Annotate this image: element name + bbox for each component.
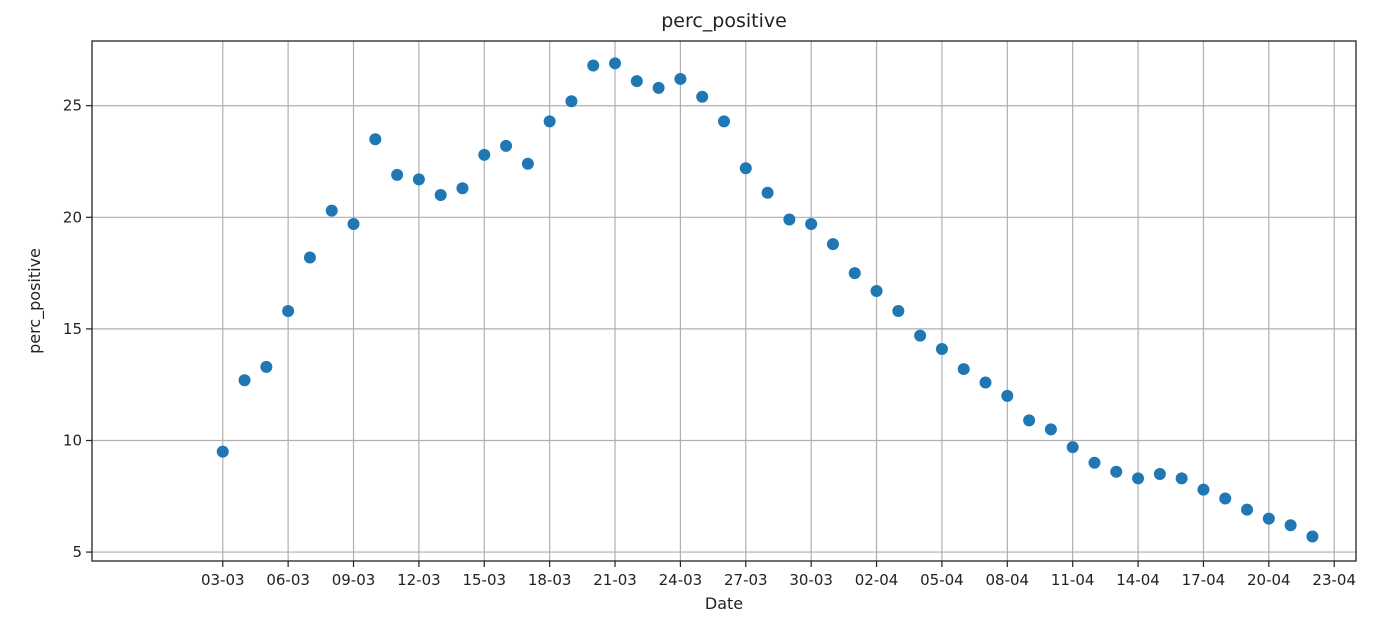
data-point <box>1110 465 1123 478</box>
data-point <box>1132 472 1145 485</box>
data-point <box>870 284 883 297</box>
data-point <box>892 305 905 318</box>
data-point <box>957 363 970 376</box>
y-tick-label: 10 <box>63 431 82 449</box>
data-point <box>587 59 600 72</box>
x-tick-label: 05-04 <box>920 571 964 589</box>
data-point <box>391 168 404 181</box>
data-point <box>848 267 861 280</box>
data-point <box>1262 512 1275 525</box>
data-point <box>347 218 360 231</box>
x-tick-label: 14-04 <box>1116 571 1160 589</box>
data-point <box>935 342 948 355</box>
data-point <box>1241 503 1254 516</box>
data-point <box>609 57 622 70</box>
data-point <box>739 162 752 175</box>
data-points <box>216 57 1319 543</box>
data-point <box>914 329 927 342</box>
data-point <box>216 445 229 458</box>
data-point <box>1001 389 1014 402</box>
x-tick-label: 27-03 <box>724 571 768 589</box>
x-axis-title: Date <box>705 594 743 613</box>
data-point <box>1175 472 1188 485</box>
data-point <box>718 115 730 128</box>
x-tick-label: 23-04 <box>1312 571 1356 589</box>
data-point <box>826 238 839 251</box>
x-tick-label: 30-03 <box>789 571 833 589</box>
x-tick-label: 24-03 <box>659 571 703 589</box>
data-point <box>1153 467 1166 480</box>
x-tick-label: 18-03 <box>528 571 572 589</box>
data-point <box>979 376 992 389</box>
data-point <box>369 133 382 146</box>
x-tick-label: 09-03 <box>332 571 376 589</box>
y-tick-label: 5 <box>72 543 82 561</box>
y-tick-label: 15 <box>63 320 82 338</box>
data-point <box>521 157 534 170</box>
x-tick-label: 21-03 <box>593 571 637 589</box>
data-point <box>761 186 774 199</box>
data-point <box>652 81 665 94</box>
data-point <box>1284 519 1297 532</box>
data-point <box>478 148 491 161</box>
data-point <box>325 204 338 217</box>
data-point <box>565 95 578 108</box>
data-point <box>456 182 469 195</box>
x-tick-label: 15-03 <box>462 571 506 589</box>
x-tick-label: 08-04 <box>986 571 1030 589</box>
data-point <box>674 72 687 85</box>
data-point <box>1088 456 1101 469</box>
data-point <box>238 374 251 387</box>
chart-title: perc_positive <box>661 10 787 32</box>
x-tick-label: 02-04 <box>855 571 899 589</box>
grid <box>92 41 1356 561</box>
data-point <box>696 90 709 103</box>
data-point <box>303 251 316 264</box>
x-tick-label: 20-04 <box>1247 571 1291 589</box>
data-point <box>1197 483 1210 496</box>
data-point <box>630 75 643 88</box>
data-point <box>783 213 796 226</box>
data-point <box>1044 423 1057 436</box>
data-point <box>1066 441 1079 454</box>
x-tick-label: 03-03 <box>201 571 245 589</box>
y-axis-title: perc_positive <box>25 248 45 354</box>
data-point <box>543 115 556 128</box>
data-point <box>412 173 425 186</box>
data-point <box>1219 492 1232 505</box>
x-tick-label: 17-04 <box>1182 571 1226 589</box>
y-tick-label: 20 <box>63 208 82 226</box>
plot-frame <box>91 40 1357 562</box>
x-axis: 03-03 06-03 09-03 12-03 15-03 18-03 21-03 24-03… <box>201 561 1356 589</box>
x-tick-label: 12-03 <box>397 571 441 589</box>
data-point <box>434 188 447 201</box>
data-point <box>282 305 295 318</box>
data-point <box>1023 414 1036 427</box>
data-point <box>500 139 513 152</box>
x-tick-label: 11-04 <box>1051 571 1095 589</box>
y-tick-label: 25 <box>63 97 82 115</box>
x-tick-label: 06-03 <box>266 571 310 589</box>
y-axis: 5 10 15 20 25 <box>63 97 92 561</box>
data-point <box>1306 530 1319 543</box>
data-point <box>805 218 818 231</box>
data-point <box>260 360 273 373</box>
